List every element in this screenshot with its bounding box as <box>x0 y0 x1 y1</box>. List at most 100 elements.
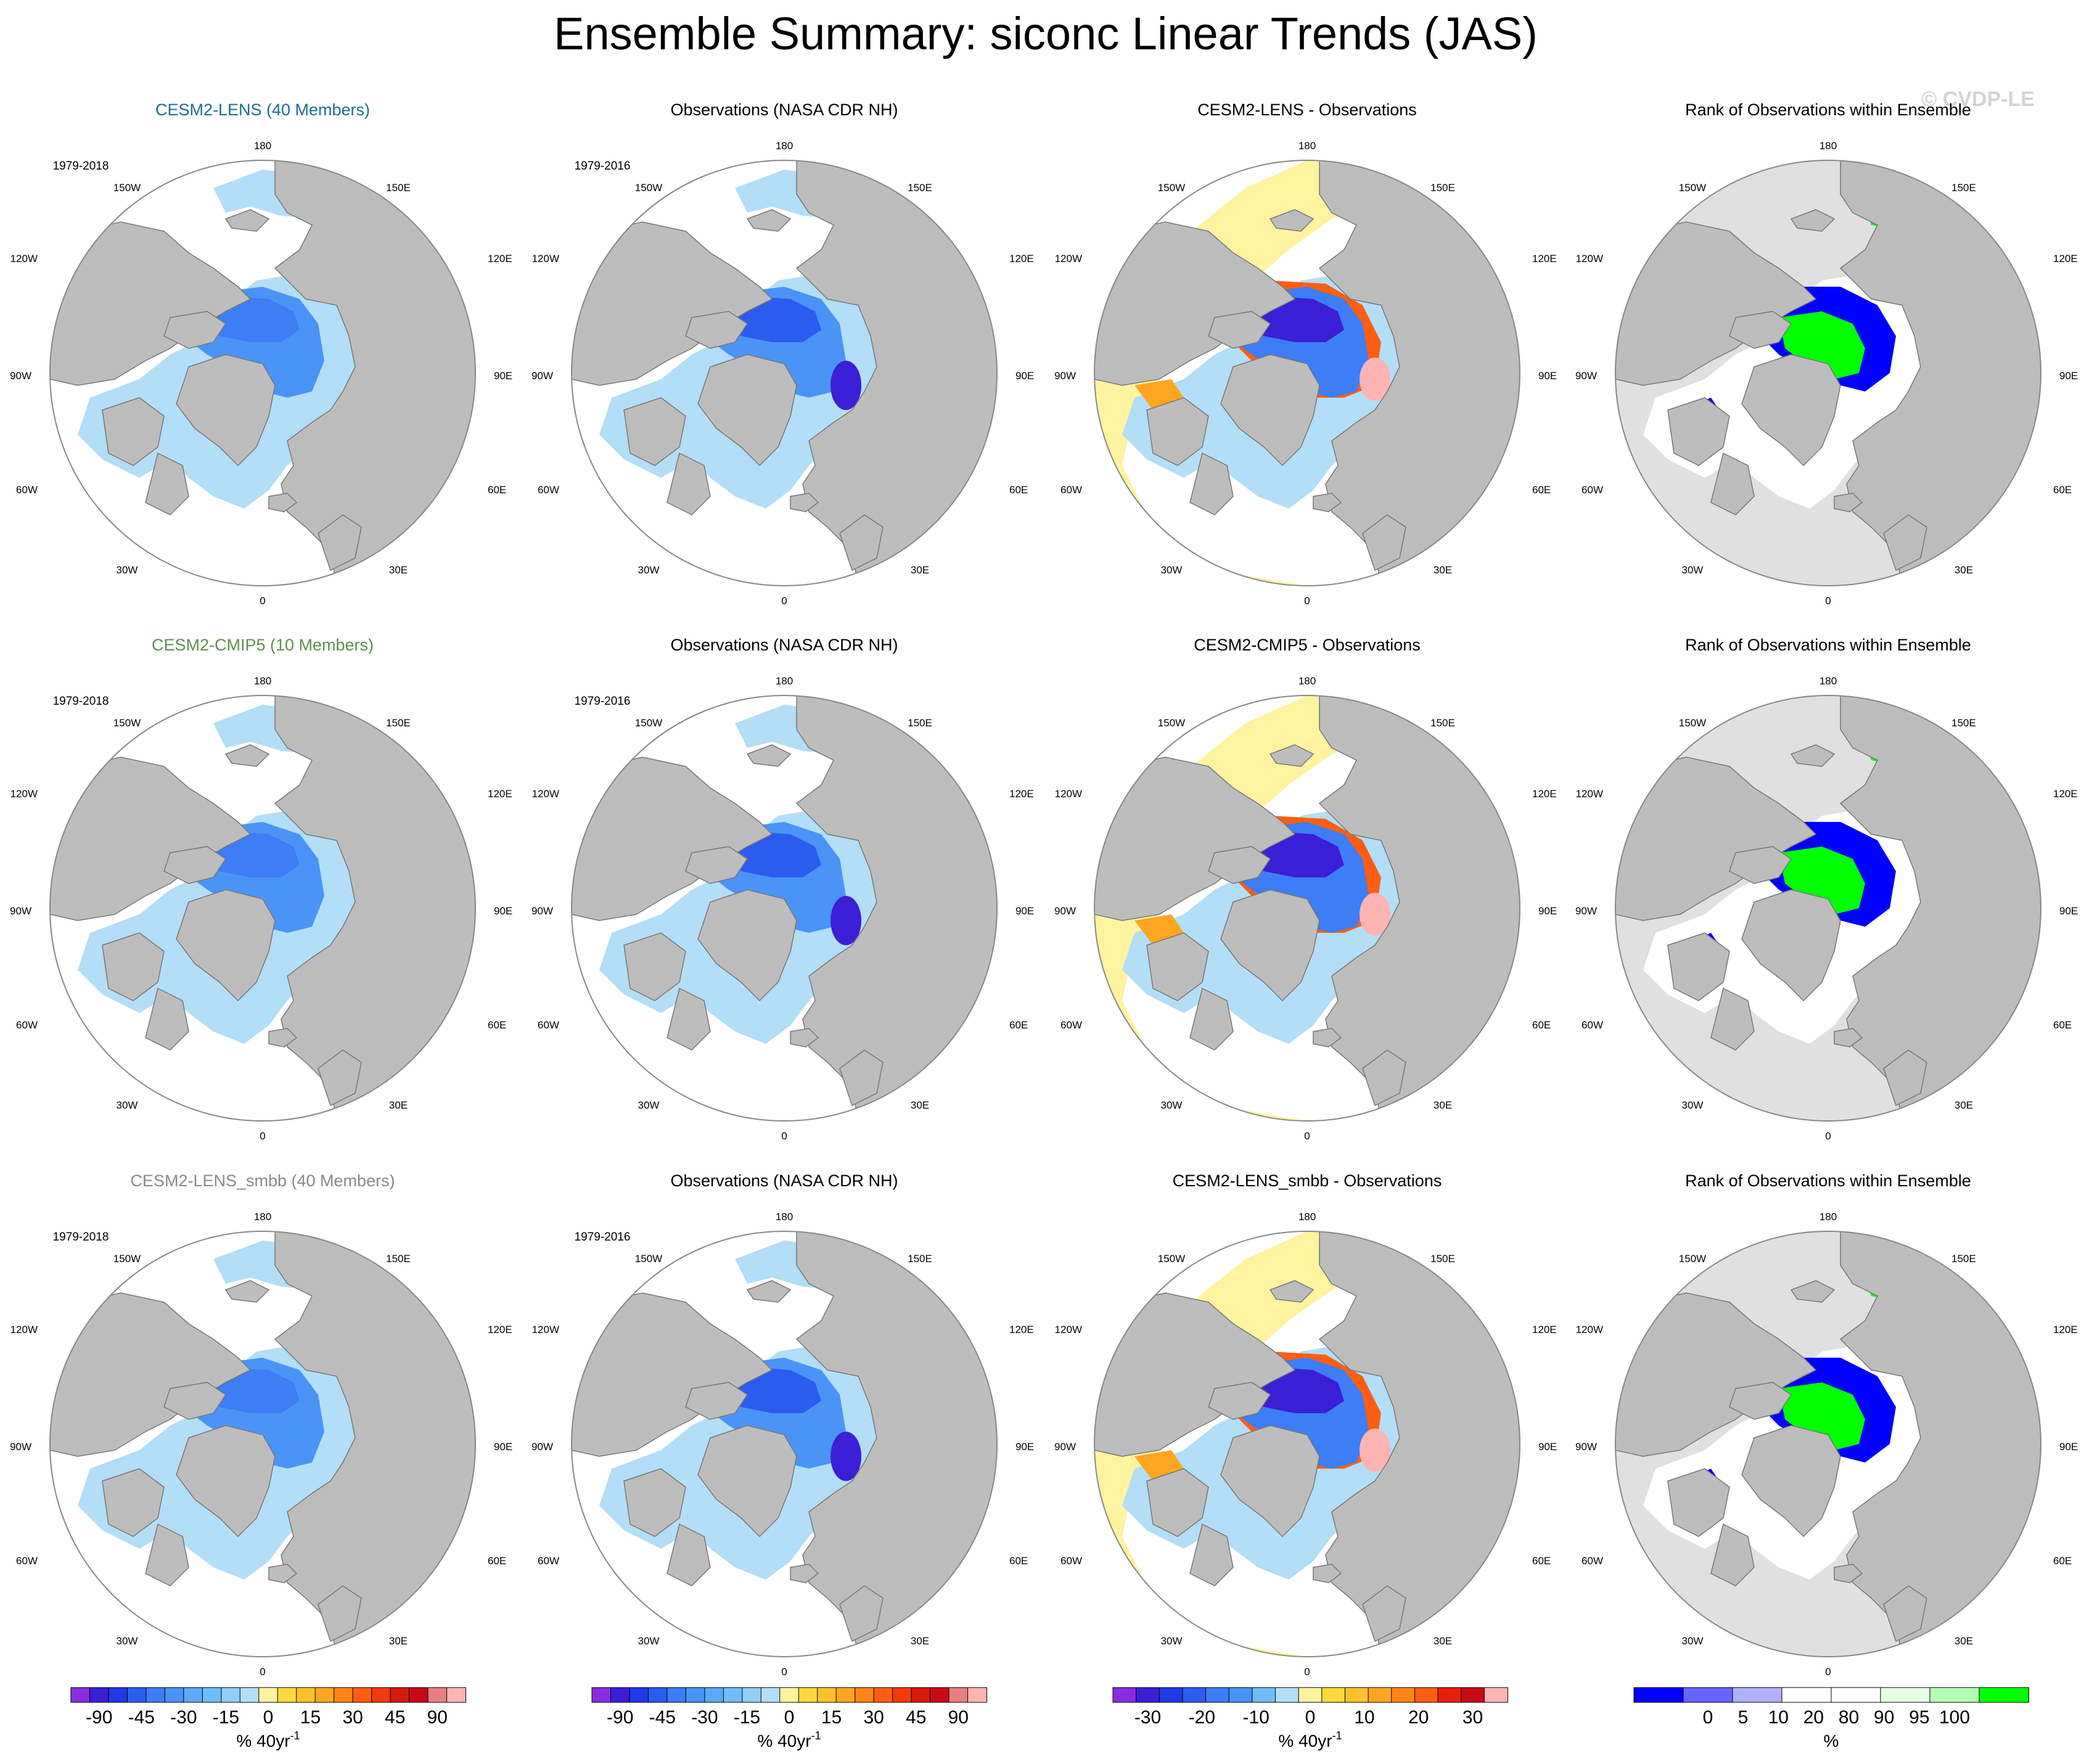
map-coordinate-label: 60E <box>1009 1555 1028 1567</box>
colorbar-tick-label: -15 <box>734 1707 760 1728</box>
colorbar-tick-label: 0 <box>1305 1707 1316 1728</box>
colorbar-swatch <box>1136 1687 1160 1703</box>
land-mass <box>839 1049 884 1107</box>
map-coordinate-label: 150E <box>1430 717 1455 729</box>
map-coordinate-label: 60E <box>1009 1019 1028 1031</box>
map-coordinate-label: 120W <box>1055 253 1082 265</box>
map-coordinate-label: 60E <box>2053 1555 2072 1567</box>
map-boundary <box>49 160 476 586</box>
colorbar-swatch <box>70 1687 91 1703</box>
map-coordinate-label: 0 <box>781 1130 787 1142</box>
map-boundary <box>571 695 998 1122</box>
colorbar-swatch <box>911 1687 931 1703</box>
land-mass <box>685 311 749 349</box>
panel-title: Rank of Observations within Ensemble <box>1685 636 1971 654</box>
land-mass <box>163 1382 227 1420</box>
colorbar-swatch <box>334 1687 354 1703</box>
map-panel: CESM2-LENS_smbb (40 Members) 1979-2018 180… <box>10 1171 512 1678</box>
colorbar-tick-label: -90 <box>86 1707 112 1728</box>
land-mass <box>685 1382 749 1420</box>
map-coordinate-label: 120W <box>10 1324 38 1335</box>
land-mass <box>176 889 276 1002</box>
colorbar-swatch <box>1228 1687 1253 1703</box>
colorbar-swatch <box>930 1687 950 1703</box>
map-coordinate-label: 90W <box>1054 370 1076 382</box>
map-coordinate-label: 90E <box>494 905 512 917</box>
map-coordinate-label: 180 <box>1819 675 1837 687</box>
map-coordinate-label: 30E <box>911 564 929 576</box>
map-coordinate-label: 120W <box>1055 788 1082 800</box>
map-coordinate-label: 150E <box>1430 1253 1455 1265</box>
map-coordinate-label: 90E <box>1538 905 1557 917</box>
colorbar-swatch <box>239 1687 260 1703</box>
map-coordinate-label: 120E <box>488 788 512 800</box>
map-coordinate-label: 180 <box>1298 675 1316 687</box>
colorbar-tick-label: 80 <box>1839 1707 1859 1728</box>
colorbar-swatch <box>314 1687 335 1703</box>
colorbar-tick-label: -45 <box>128 1707 155 1728</box>
land-mass <box>176 354 276 467</box>
map-panel: CESM2-LENS_smbb - Observations 180 0 150W 15… <box>1054 1171 1557 1678</box>
map-coordinate-label: 120W <box>1576 1324 1603 1335</box>
colorbar-swatch <box>1437 1687 1462 1703</box>
land-mass <box>50 1292 252 1457</box>
land-mass <box>685 846 749 884</box>
map-coordinate-label: 30E <box>1434 564 1452 576</box>
map-coordinate-label: 60W <box>538 1019 559 1031</box>
map-coordinate-label: 30W <box>1161 1635 1183 1647</box>
map-coordinate-label: 150W <box>113 182 141 194</box>
map-panel: CESM2-LENS (40 Members) 1979-2018 180 0 150W… <box>10 101 512 607</box>
colorbar-unit: % 40yr-1 <box>1278 1729 1342 1750</box>
colorbar-tick-label: 0 <box>1703 1707 1713 1728</box>
colorbar-swatch <box>704 1687 724 1703</box>
colorbar-unit: % <box>1824 1731 1839 1750</box>
map-coordinate-label: 120E <box>1009 253 1034 265</box>
colorbar-swatch <box>647 1687 668 1703</box>
land-mass <box>145 987 189 1051</box>
map-coordinate-label: 150E <box>1951 717 1976 729</box>
land-mass <box>224 209 270 232</box>
land-mass <box>1269 744 1315 767</box>
map-coordinate-label: 60W <box>1060 1019 1082 1031</box>
map-coordinate-label: 60E <box>1532 1555 1551 1567</box>
map-coordinate-label: 90W <box>1575 370 1597 382</box>
land-mass <box>1834 493 1863 512</box>
land-mass <box>1208 846 1271 884</box>
colorbar-swatch <box>1414 1687 1439 1703</box>
colorbar-tick-label: 0 <box>263 1707 274 1728</box>
colorbar-swatch <box>873 1687 893 1703</box>
map-coordinate-label: 180 <box>776 140 793 152</box>
panel-title: CESM2-LENS (40 Members) <box>155 101 370 119</box>
colorbar: -90 -45 -30 -15 0 15 30 45 90 % 40yr-1 <box>70 1687 466 1750</box>
colorbar-tick-label: 5 <box>1738 1707 1749 1728</box>
colorbar-swatch <box>1880 1687 1930 1703</box>
land-mass <box>839 514 884 572</box>
map-coordinate-label: 120E <box>1532 1324 1557 1335</box>
panel-period: 1979-2016 <box>575 695 631 708</box>
map-coordinate-label: 180 <box>254 140 271 152</box>
map-coordinate-label: 150E <box>386 1253 411 1265</box>
land-mass <box>1741 889 1841 1002</box>
colorbar-swatch <box>629 1687 649 1703</box>
map-coordinate-label: 30E <box>389 564 408 576</box>
map-coordinate-label: 120E <box>1532 788 1557 800</box>
colorbar-swatch <box>1298 1687 1323 1703</box>
map-boundary <box>49 1231 476 1657</box>
colorbar-swatch <box>779 1687 800 1703</box>
map-coordinate-label: 60E <box>2053 1019 2072 1031</box>
map-coordinate-label: 180 <box>254 1211 271 1223</box>
map-coordinate-label: 0 <box>781 595 787 607</box>
panel-title: Rank of Observations within Ensemble <box>1685 101 1971 119</box>
colorbar-unit-main: % 40yr <box>1278 1731 1332 1750</box>
colorbar-swatch <box>817 1687 837 1703</box>
colorbar-swatch <box>760 1687 781 1703</box>
land-mass <box>1094 757 1296 921</box>
colorbar-swatch <box>89 1687 109 1703</box>
panel-title: CESM2-LENS_smbb - Observations <box>1173 1171 1442 1190</box>
ice-trend-region <box>831 1432 861 1481</box>
map-coordinate-label: 90E <box>1538 1441 1557 1453</box>
colorbar-swatch <box>1159 1687 1183 1703</box>
map-coordinate-label: 0 <box>260 1666 265 1678</box>
map-coordinate-label: 90W <box>1575 905 1597 917</box>
map-coordinate-label: 60E <box>1532 484 1551 496</box>
